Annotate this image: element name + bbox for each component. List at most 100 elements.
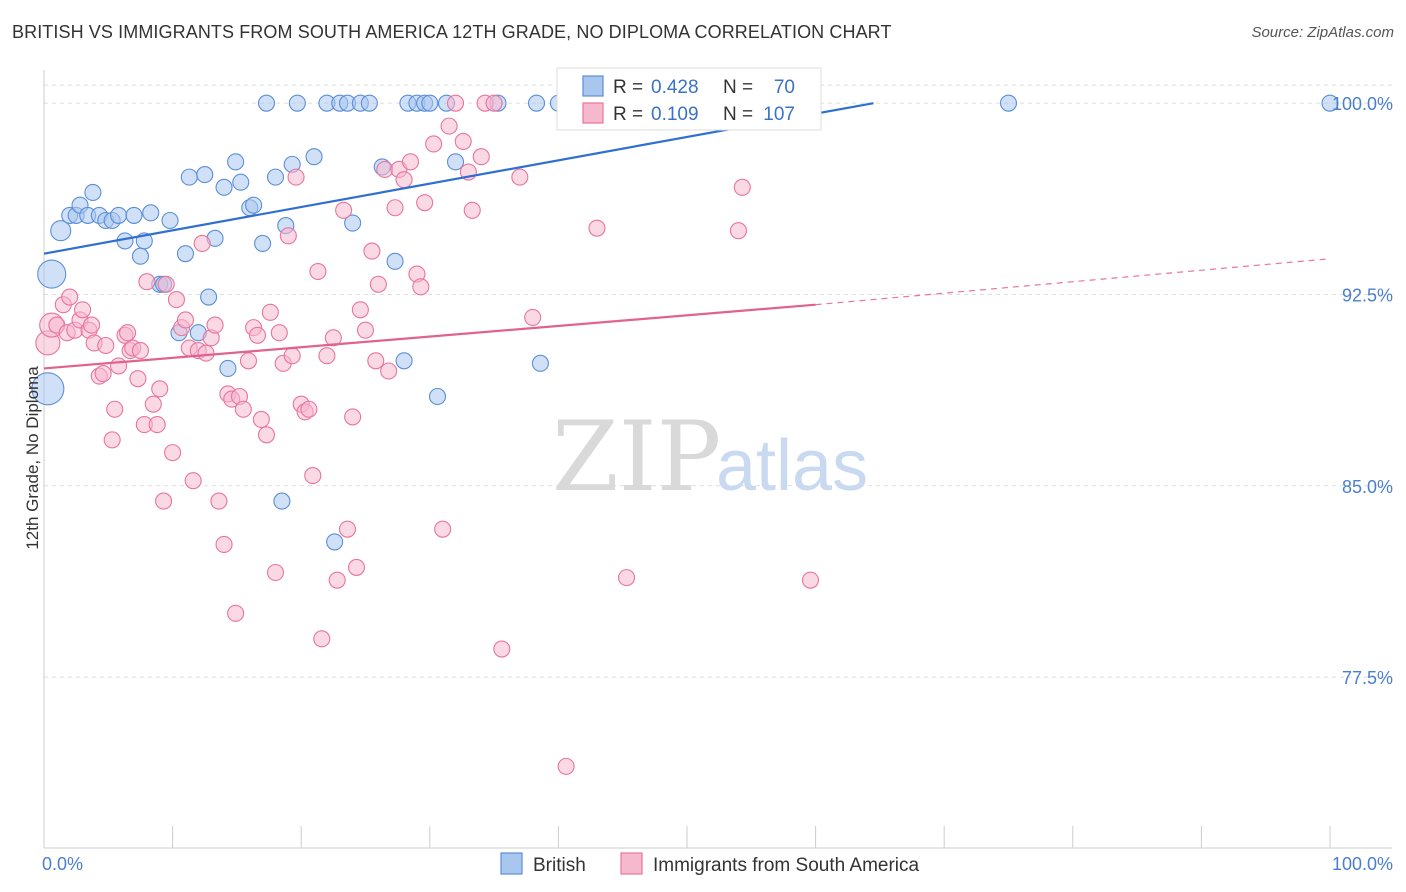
immigrants-point bbox=[729, 222, 747, 240]
british-point bbox=[531, 354, 549, 372]
source-credit: Source: ZipAtlas.com bbox=[1251, 24, 1394, 41]
immigrants-point bbox=[184, 472, 202, 490]
stats-immigrants-swatch bbox=[582, 102, 604, 124]
immigrants-point bbox=[412, 278, 430, 296]
immigrants-point bbox=[252, 410, 270, 429]
british-point bbox=[125, 206, 143, 224]
british-point bbox=[288, 94, 306, 112]
stats-british-n-value: 70 bbox=[774, 77, 795, 98]
immigrants-point bbox=[440, 117, 458, 135]
british-point bbox=[176, 245, 195, 263]
british-point bbox=[386, 252, 404, 270]
immigrants-point bbox=[270, 324, 288, 342]
immigrants-point bbox=[324, 329, 342, 347]
watermark-zip: ZIP bbox=[552, 401, 721, 513]
immigrants-point bbox=[338, 520, 357, 538]
british-point bbox=[326, 533, 344, 551]
immigrants-point bbox=[454, 132, 472, 150]
immigrants-point bbox=[157, 275, 175, 293]
legend: British Immigrants from South America bbox=[500, 852, 920, 876]
british-point bbox=[446, 153, 465, 171]
legend-immigrants-swatch bbox=[620, 852, 643, 875]
immigrants-point bbox=[511, 168, 529, 186]
immigrants-point bbox=[197, 344, 215, 362]
immigrants-point bbox=[227, 604, 245, 622]
immigrants-point bbox=[801, 571, 820, 589]
immigrants-point bbox=[234, 400, 252, 418]
immigrants-point bbox=[313, 630, 331, 648]
stats-british-r-label: R = bbox=[613, 77, 643, 98]
y-tick-label: 100.0% bbox=[1332, 94, 1393, 114]
immigrants-point bbox=[351, 301, 369, 319]
immigrants-point bbox=[557, 757, 575, 775]
stats-immigrants-n-label: N = bbox=[723, 104, 753, 125]
immigrants-point bbox=[215, 535, 233, 554]
british-point bbox=[257, 94, 276, 112]
immigrants-point bbox=[395, 171, 413, 189]
immigrants-point bbox=[287, 168, 305, 186]
british-point bbox=[999, 94, 1018, 112]
immigrants-point bbox=[261, 303, 279, 321]
grid-lines bbox=[44, 84, 1392, 678]
british-point bbox=[227, 153, 245, 171]
british-point bbox=[395, 352, 413, 370]
immigrants-point bbox=[356, 321, 375, 339]
immigrants-point bbox=[83, 316, 101, 334]
british-point bbox=[273, 492, 291, 510]
immigrants-point bbox=[380, 362, 398, 380]
legend-british-swatch bbox=[500, 852, 523, 875]
british-point bbox=[180, 168, 198, 186]
immigrants-point bbox=[309, 262, 327, 281]
immigrants-point bbox=[97, 336, 115, 355]
immigrants-point bbox=[144, 395, 162, 413]
x-tick-label-max: 100.0% bbox=[1332, 854, 1393, 874]
immigrants-point bbox=[266, 563, 285, 582]
legend-british-label: British bbox=[533, 855, 586, 876]
axes bbox=[43, 70, 1392, 849]
stats-immigrants-r-value: 0.109 bbox=[651, 104, 699, 125]
immigrants-point bbox=[434, 520, 452, 538]
immigrants-point bbox=[733, 178, 751, 196]
legend-immigrants-label: Immigrants from South America bbox=[653, 855, 920, 876]
immigrants-point bbox=[425, 135, 443, 153]
immigrants-point bbox=[210, 492, 228, 510]
immigrants-point bbox=[129, 370, 147, 388]
immigrants-point bbox=[61, 288, 79, 306]
british-point bbox=[421, 94, 439, 112]
x-ticks bbox=[43, 826, 1331, 848]
immigrants-point bbox=[239, 352, 258, 370]
watermark-atlas: atlas bbox=[716, 426, 868, 506]
immigrants-point bbox=[248, 326, 267, 344]
immigrants-point bbox=[367, 352, 385, 370]
y-tick-label: 77.5% bbox=[1342, 668, 1393, 688]
immigrants-point bbox=[193, 234, 211, 253]
british-point bbox=[31, 372, 65, 406]
british-point bbox=[344, 214, 362, 232]
british-point bbox=[219, 359, 237, 377]
immigrants-point bbox=[318, 347, 336, 365]
stats-british-n-label: N = bbox=[723, 77, 753, 98]
british-point bbox=[527, 94, 546, 112]
immigrants-point bbox=[369, 275, 387, 293]
y-tick-label: 85.0% bbox=[1342, 477, 1393, 497]
immigrants-point bbox=[155, 492, 173, 510]
british-point bbox=[110, 206, 128, 224]
british-point bbox=[37, 259, 67, 289]
immigrants-point bbox=[363, 242, 381, 260]
immigrants-point bbox=[472, 148, 490, 166]
british-point bbox=[161, 211, 179, 230]
immigrants-trend-extension bbox=[815, 258, 1331, 306]
immigrants-point bbox=[167, 291, 186, 309]
british-point bbox=[428, 387, 447, 406]
immigrants-point bbox=[279, 227, 297, 245]
immigrants-point bbox=[138, 273, 156, 291]
british-point bbox=[254, 234, 272, 253]
immigrants-point bbox=[283, 347, 301, 365]
immigrants-point bbox=[206, 316, 224, 334]
british-point bbox=[305, 148, 323, 166]
immigrants-point bbox=[304, 467, 322, 485]
y-tick-labels: 77.5% 85.0% 92.5% 100.0% bbox=[1332, 94, 1393, 688]
immigrants-point bbox=[588, 219, 606, 237]
british-point bbox=[84, 183, 102, 201]
